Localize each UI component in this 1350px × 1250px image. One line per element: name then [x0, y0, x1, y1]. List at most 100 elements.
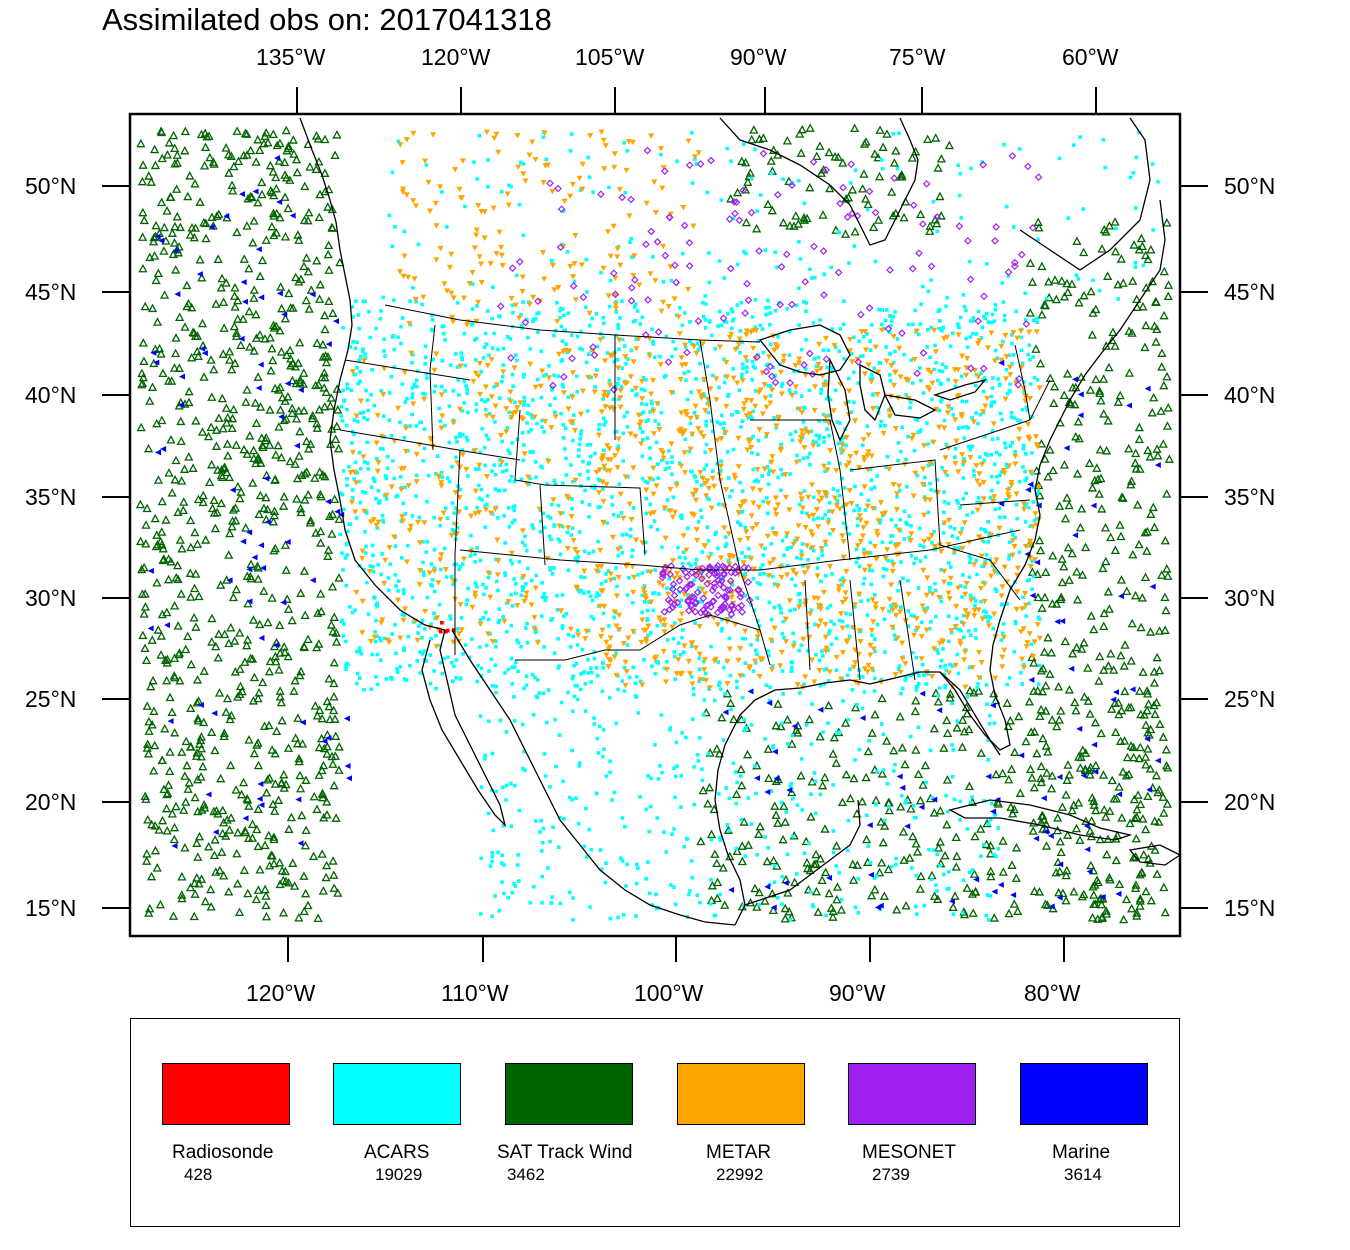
- sat-track-wind-marker: [257, 189, 267, 199]
- sat-track-wind-marker: [328, 856, 338, 865]
- metar-marker: [724, 374, 731, 380]
- acars-marker: [501, 615, 506, 619]
- acars-marker: [1133, 206, 1138, 210]
- sat-track-wind-marker: [149, 706, 159, 715]
- acars-marker: [620, 533, 625, 537]
- sat-track-wind-marker: [177, 890, 187, 899]
- acars-marker: [973, 604, 977, 608]
- sat-track-wind-marker: [878, 142, 888, 151]
- acars-marker: [492, 331, 496, 336]
- acars-marker: [942, 510, 946, 515]
- acars-marker: [731, 447, 736, 452]
- metar-marker: [913, 616, 920, 622]
- acars-marker: [627, 575, 631, 580]
- sat-track-wind-marker: [286, 354, 296, 363]
- sat-track-wind-marker: [192, 698, 202, 707]
- sat-track-wind-marker: [234, 907, 245, 917]
- sat-track-wind-marker: [280, 866, 290, 876]
- sat-track-wind-marker: [1057, 554, 1067, 563]
- sat-track-wind-marker: [1142, 686, 1152, 695]
- acars-marker: [604, 579, 608, 583]
- sat-track-wind-marker: [153, 625, 163, 634]
- sat-track-wind-marker: [899, 855, 909, 864]
- acars-marker: [485, 502, 489, 507]
- acars-marker: [582, 844, 587, 849]
- acars-marker: [479, 487, 484, 492]
- sat-track-wind-marker: [1094, 894, 1105, 904]
- sat-track-wind-marker: [207, 392, 217, 401]
- acars-marker: [787, 388, 792, 392]
- acars-marker: [703, 326, 708, 330]
- acars-marker: [615, 673, 620, 678]
- metar-marker: [955, 332, 962, 338]
- acars-marker: [764, 683, 769, 687]
- acars-marker: [769, 617, 774, 622]
- sat-track-wind-marker: [797, 124, 807, 134]
- acars-marker: [937, 368, 942, 373]
- acars-marker: [880, 722, 884, 726]
- acars-marker: [974, 558, 979, 563]
- acars-marker: [521, 403, 526, 407]
- sat-track-wind-marker: [303, 900, 313, 910]
- acars-marker: [529, 578, 534, 583]
- sat-track-wind-marker: [791, 211, 801, 220]
- sat-track-wind-marker: [1143, 744, 1153, 753]
- sat-track-wind-marker: [276, 282, 286, 291]
- metar-marker: [806, 634, 813, 641]
- acars-marker: [644, 496, 649, 501]
- acars-marker: [988, 615, 993, 620]
- acars-marker: [884, 345, 888, 349]
- metar-marker: [865, 449, 872, 455]
- acars-marker: [911, 650, 915, 655]
- sat-track-wind-marker: [137, 176, 148, 186]
- acars-marker: [596, 539, 600, 544]
- acars-marker: [915, 912, 919, 916]
- acars-marker: [579, 672, 583, 676]
- right-lat-label: 15°N: [1224, 895, 1276, 921]
- metar-marker: [818, 495, 825, 502]
- acars-marker: [523, 543, 527, 548]
- acars-marker: [645, 608, 650, 613]
- sat-track-wind-marker: [230, 282, 240, 292]
- acars-marker: [385, 466, 390, 471]
- sat-track-wind-marker: [1037, 310, 1047, 319]
- metar-marker: [810, 443, 817, 449]
- acars-marker: [735, 303, 740, 307]
- acars-marker: [1057, 156, 1062, 161]
- acars-marker: [536, 311, 541, 315]
- acars-marker: [1141, 263, 1146, 268]
- acars-marker: [987, 721, 992, 726]
- sat-track-wind-marker: [843, 192, 854, 202]
- sat-track-wind-marker: [280, 396, 290, 405]
- acars-marker: [691, 686, 696, 691]
- acars-marker: [986, 738, 991, 742]
- acars-marker: [813, 622, 817, 627]
- sat-track-wind-marker: [910, 706, 920, 716]
- acars-marker: [940, 466, 944, 470]
- acars-marker: [816, 557, 821, 561]
- acars-marker: [616, 514, 621, 518]
- acars-marker: [826, 679, 831, 683]
- acars-marker: [521, 162, 526, 166]
- acars-marker: [644, 807, 649, 812]
- acars-marker: [589, 375, 593, 380]
- metar-marker: [661, 629, 668, 635]
- sat-track-wind-marker: [1050, 381, 1060, 391]
- acars-marker: [735, 262, 740, 267]
- sat-track-wind-marker: [1142, 546, 1152, 555]
- sat-track-wind-marker: [1132, 294, 1142, 304]
- acars-marker: [342, 399, 346, 403]
- acars-marker: [460, 448, 465, 452]
- sat-track-wind-marker: [216, 498, 226, 508]
- metar-marker: [615, 546, 622, 553]
- sat-track-wind-marker: [1131, 880, 1141, 889]
- sat-track-wind-marker: [1095, 445, 1105, 454]
- metar-marker: [815, 623, 822, 630]
- acars-marker: [993, 587, 998, 591]
- acars-marker: [1007, 553, 1012, 558]
- sat-track-wind-marker: [327, 529, 337, 538]
- acars-marker: [642, 658, 646, 662]
- sat-track-wind-marker: [201, 233, 211, 243]
- acars-marker: [802, 201, 807, 206]
- sat-track-wind-marker: [214, 209, 224, 219]
